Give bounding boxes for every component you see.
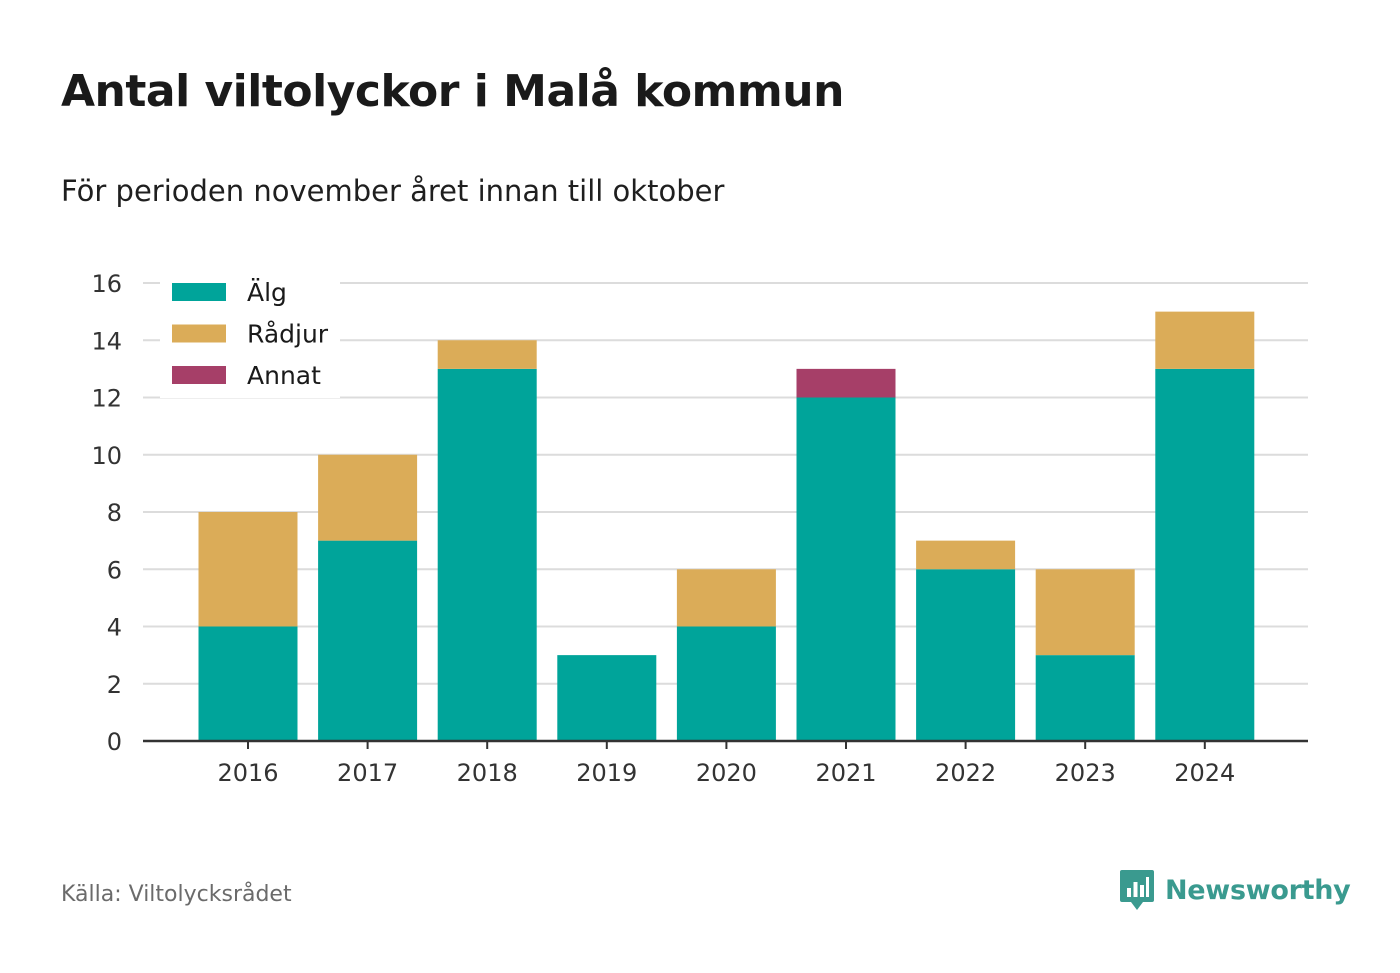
bar-älg-2024: [1155, 368, 1255, 741]
chart-subtitle: För perioden november året innan till ok…: [61, 174, 725, 208]
bar-rådjur-2017: [318, 454, 418, 541]
x-tick-label-2020: 2020: [696, 759, 757, 787]
legend-label-älg: Älg: [247, 278, 287, 307]
x-tick-label-2019: 2019: [576, 759, 637, 787]
x-tick-label-2022: 2022: [935, 759, 996, 787]
y-tick-label: 4: [107, 614, 122, 642]
bar-rådjur-2022: [916, 540, 1016, 570]
bar-rådjur-2016: [198, 512, 298, 627]
x-tick-label-2018: 2018: [457, 759, 518, 787]
legend-label-annat: Annat: [247, 361, 321, 390]
axes: 0 2 4 6 8 10 12 14 16 2016 2017 2018 2019 2020 2021 202…: [91, 270, 1308, 787]
y-tick-label: 16: [91, 270, 122, 298]
newsworthy-logo-text: Newsworthy: [1165, 874, 1351, 906]
y-tick-label: 12: [91, 385, 122, 413]
bar-älg-2016: [198, 626, 298, 741]
bar-älg-2017: [318, 540, 418, 741]
y-tick-label: 6: [107, 556, 122, 584]
legend-swatch-älg: [172, 283, 226, 301]
bar-älg-2023: [1035, 655, 1135, 741]
bars: [198, 311, 1255, 741]
y-tick-label: 2: [107, 671, 122, 699]
bar-rådjur-2024: [1155, 311, 1255, 369]
y-tick-label: 8: [107, 499, 122, 527]
legend-swatch-annat: [172, 366, 226, 384]
bar-rådjur-2020: [676, 569, 776, 627]
legend: Älg Rådjur Annat: [160, 272, 340, 398]
bar-annat-2021: [796, 368, 896, 398]
x-tick-label-2016: 2016: [217, 759, 278, 787]
x-tick-label-2017: 2017: [337, 759, 398, 787]
bar-älg-2019: [557, 655, 657, 741]
y-tick-label: 0: [107, 728, 122, 756]
chart-title: Antal viltolyckor i Malå kommun: [61, 66, 844, 117]
legend-swatch-rådjur: [172, 324, 226, 343]
source-note: Källa: Viltolycksrådet: [61, 882, 292, 907]
x-tick-label-2021: 2021: [815, 759, 876, 787]
bar-rådjur-2018: [437, 340, 537, 369]
newsworthy-logo-icon: [1120, 870, 1154, 910]
bar-älg-2021: [796, 397, 896, 741]
newsworthy-logo: Newsworthy: [1119, 868, 1351, 912]
bar-älg-2022: [916, 569, 1016, 741]
x-tick-label-2023: 2023: [1055, 759, 1116, 787]
x-tick-label-2024: 2024: [1174, 759, 1235, 787]
bar-älg-2018: [437, 368, 537, 741]
legend-label-rådjur: Rådjur: [247, 320, 329, 349]
y-tick-label: 10: [91, 442, 122, 470]
y-tick-label: 14: [91, 327, 122, 355]
bar-älg-2020: [676, 626, 776, 741]
bar-rådjur-2023: [1035, 569, 1135, 656]
